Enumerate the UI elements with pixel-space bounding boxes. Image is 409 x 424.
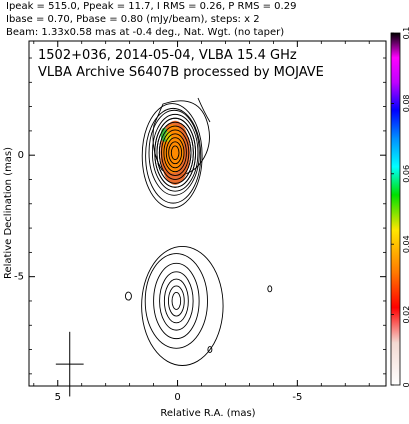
noise-contour [207, 346, 213, 354]
core-contour-overlay [163, 133, 187, 173]
noise-contour [267, 285, 273, 293]
core-contour-overlay [156, 121, 194, 184]
core-contour-overlay [170, 145, 180, 161]
southern-contour [141, 245, 224, 366]
colorbar-ticks: 0 0.02 0.04 0.06 0.08 0.1 [391, 27, 409, 388]
core-contour-overlay [158, 125, 192, 180]
header-line-1: Ipeak = 515.0, Ppeak = 11.7, I RMS = 0.2… [6, 1, 296, 12]
core-contour [151, 113, 199, 192]
axis-ticks: 5 0 -5 0 -5 [14, 41, 386, 403]
header-line-3: Beam: 1.33x0.58 mas at -0.4 deg., Nat. W… [6, 27, 284, 38]
core-contour-overlay [161, 129, 190, 177]
colorbar [390, 32, 401, 386]
x-tick-label: 0 [174, 392, 180, 403]
polarization-patch [154, 117, 196, 188]
y-tick-label: -5 [14, 272, 24, 283]
colorbar-tick-label: 0.04 [402, 235, 409, 253]
core-contour [141, 103, 203, 209]
beam-marker [55, 331, 84, 397]
core-contour-overlay [165, 137, 185, 169]
core-contour [145, 107, 202, 204]
colorbar-tick-label: 0 [402, 382, 409, 387]
colorbar-tick-label: 0.08 [402, 94, 409, 112]
southern-contour [159, 271, 194, 331]
southern-contour [153, 262, 200, 340]
southern-contour [163, 278, 189, 324]
source-title: 1502+036, 2014-05-04, VLBA 15.4 GHz [38, 48, 297, 63]
colorbar-tick-label: 0.1 [402, 27, 409, 40]
x-tick-label: 5 [55, 392, 61, 403]
archive-line: VLBA Archive S6407B processed by MOJAVE [38, 65, 324, 80]
core-jet-spur [197, 97, 211, 123]
x-tick-label: -5 [292, 392, 302, 403]
header-line-2: Ibase = 0.70, Pbase = 0.80 (mJy/beam), s… [6, 14, 260, 25]
y-tick-label: 0 [18, 150, 24, 161]
southern-contour [171, 292, 182, 310]
southern-contour [144, 253, 208, 349]
core-contour-overlay [168, 141, 183, 165]
colorbar-tick-label: 0.02 [402, 306, 409, 324]
plot-frame [28, 40, 387, 387]
y-axis-label: Relative Declination (mas) [3, 147, 14, 279]
southern-contour [167, 285, 185, 317]
noise-contour [124, 291, 132, 301]
core-contour-overlay [154, 117, 196, 188]
colorbar-tick-label: 0.06 [402, 165, 409, 183]
core-contour [148, 109, 200, 196]
x-axis-label: Relative R.A. (mas) [160, 408, 255, 419]
